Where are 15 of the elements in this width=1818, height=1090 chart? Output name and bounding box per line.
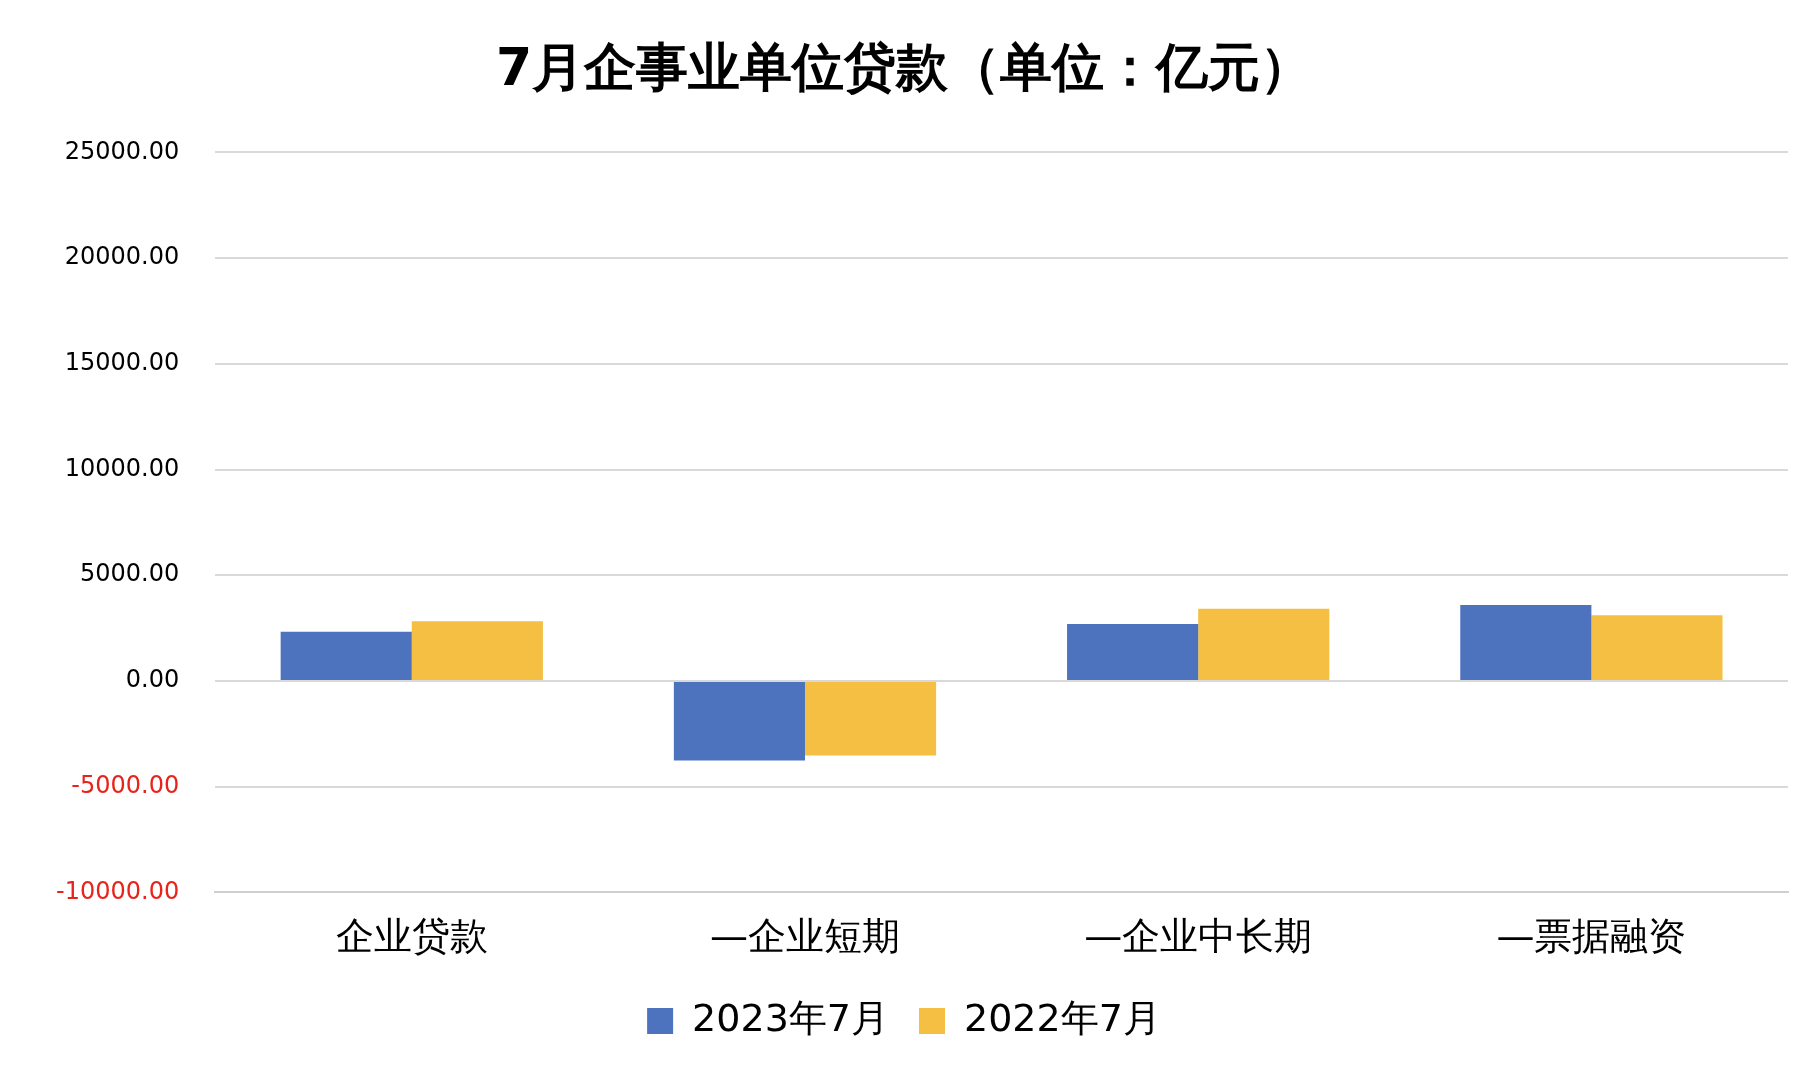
x-tick-label: —票据融资	[1496, 914, 1687, 959]
x-tick-label: 企业贷款	[335, 914, 488, 959]
y-tick-label: 5000.00	[79, 559, 180, 588]
y-tick-label: 20000.00	[64, 242, 180, 271]
y-tick-label: 10000.00	[64, 453, 180, 482]
y-tick-label: 15000.00	[64, 348, 180, 377]
y-tick-label: -5000.00	[71, 770, 180, 799]
y-tick-label: 25000.00	[64, 136, 180, 165]
x-tick-label: —企业短期	[709, 914, 900, 959]
y-tick-label: 0.00	[125, 665, 180, 694]
x-tick-label: —企业中长期	[1084, 914, 1313, 959]
y-tick-label: -10000.00	[55, 876, 180, 905]
legend-label: 2022年7月	[964, 995, 1161, 1040]
legend-label: 2023年7月	[692, 995, 890, 1040]
chart-title: 7月企事业单位贷款（单位：亿元）	[495, 36, 1313, 97]
